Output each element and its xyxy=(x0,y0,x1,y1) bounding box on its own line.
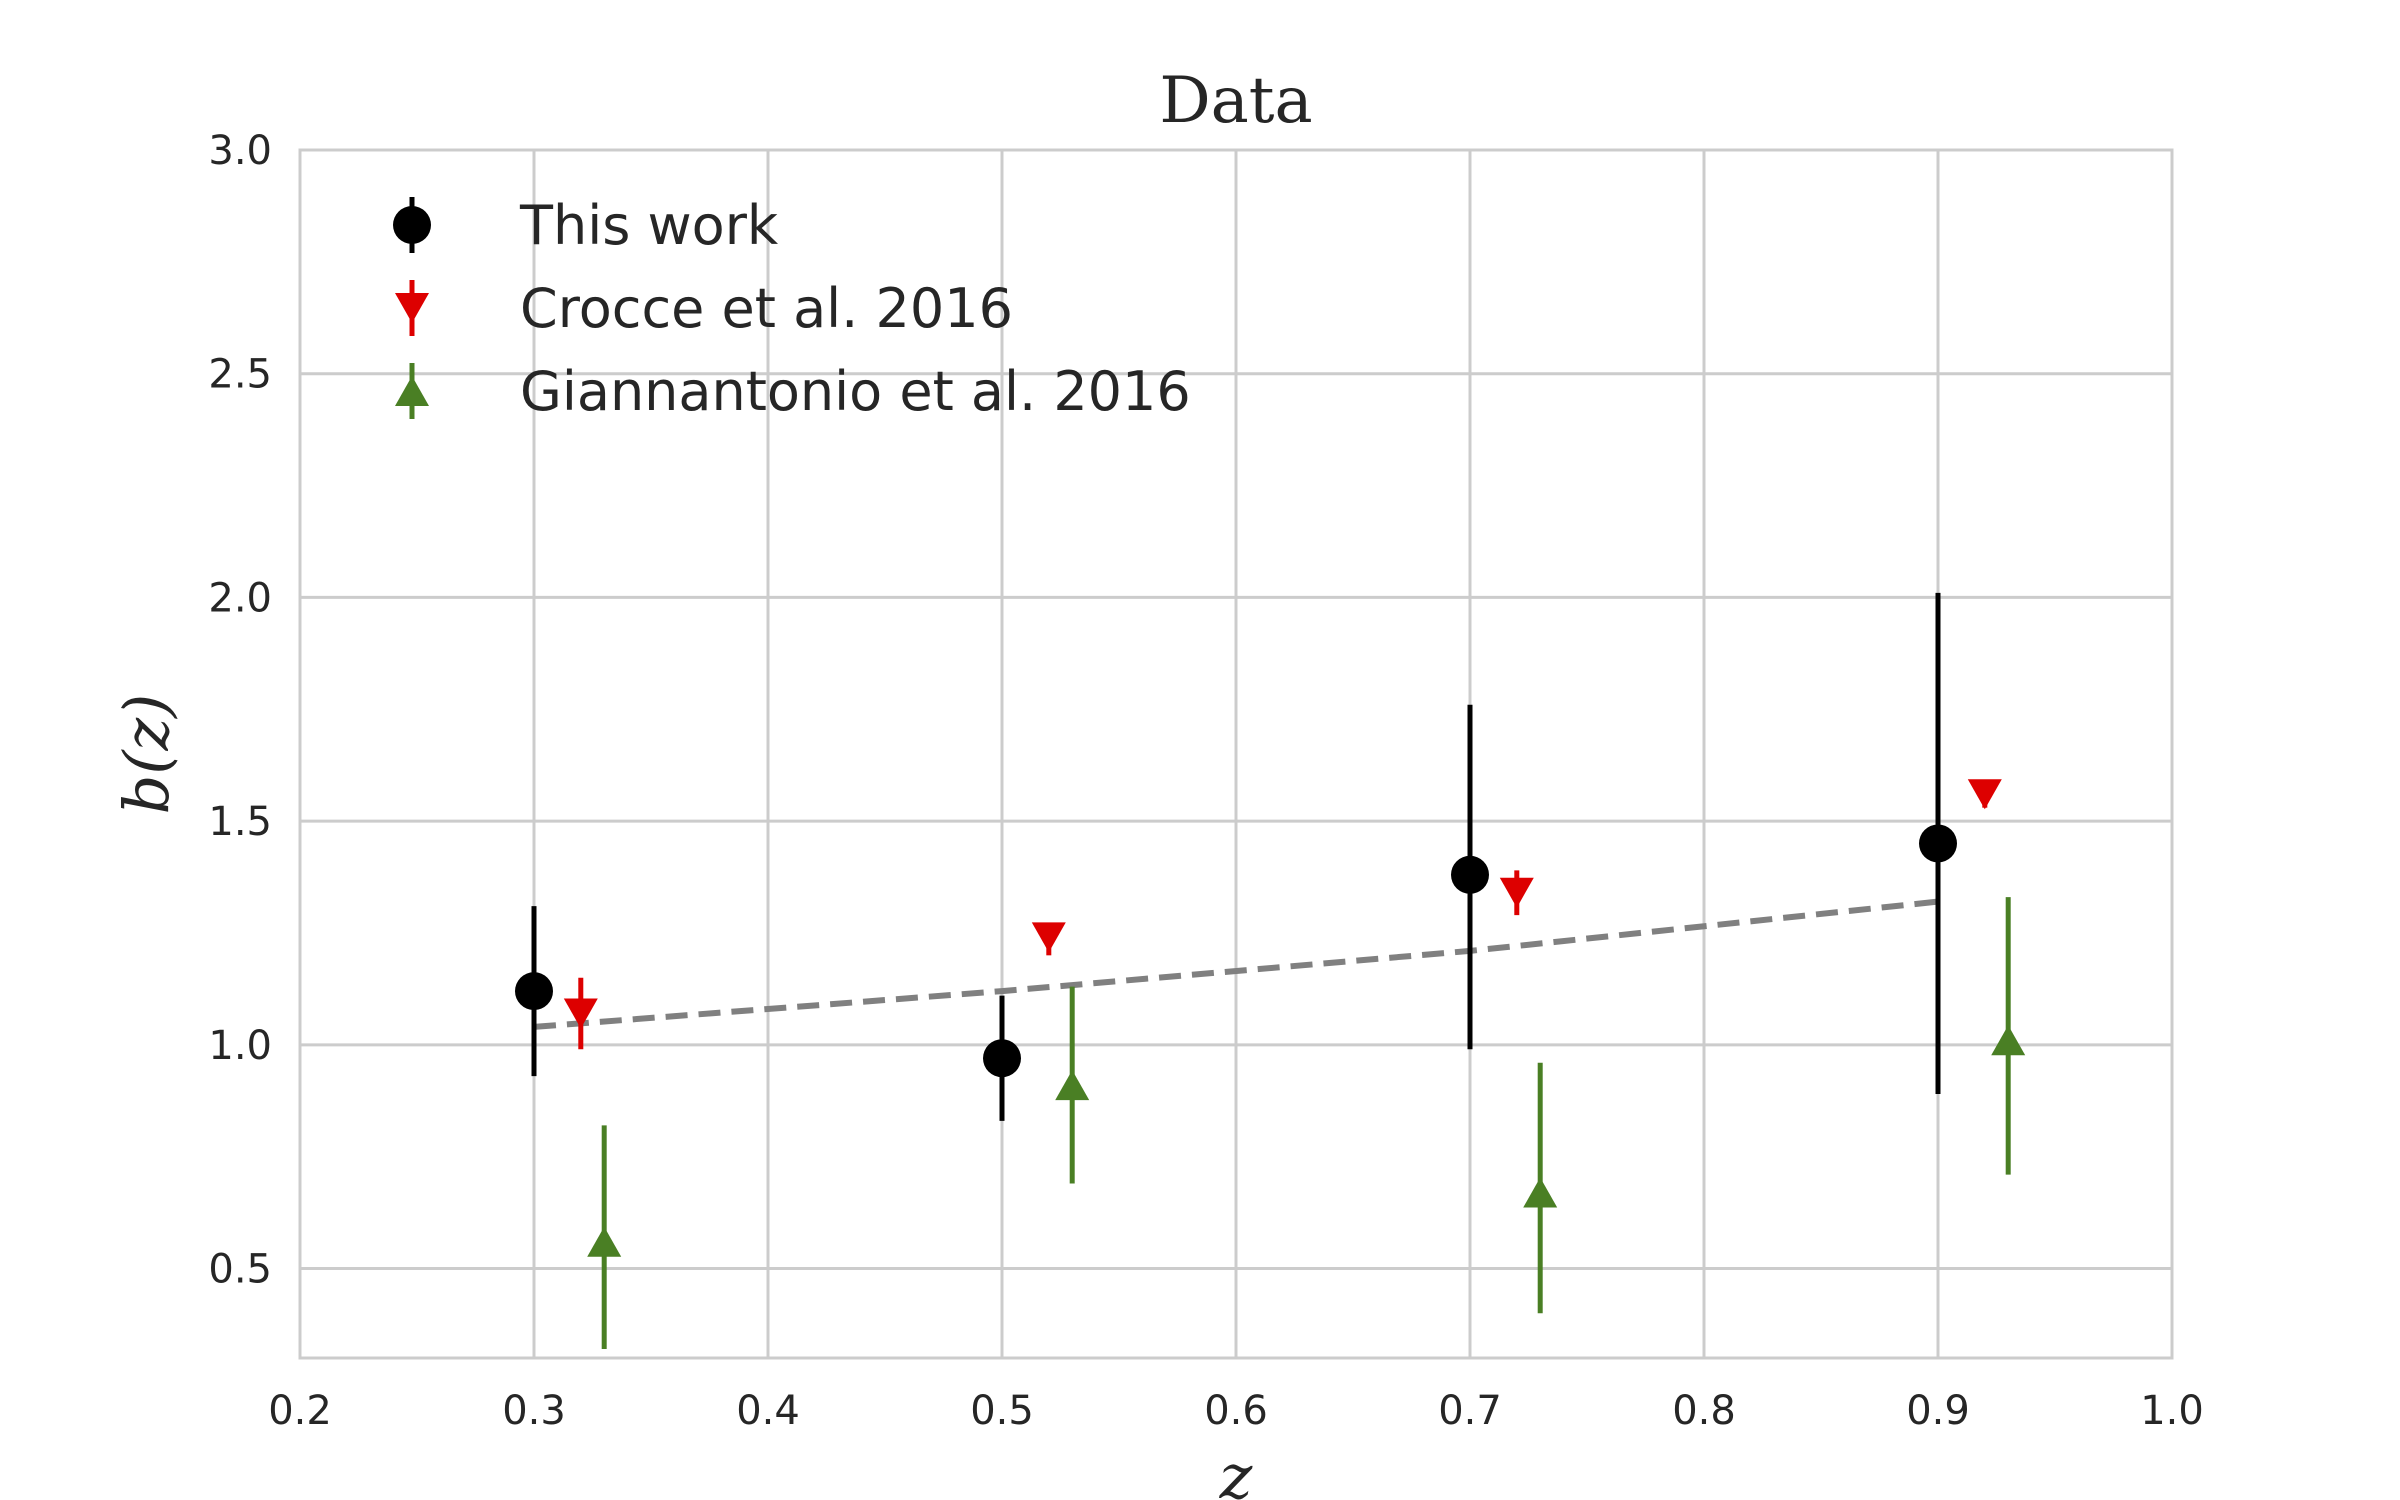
reference-line-group xyxy=(533,898,1939,1030)
legend-marker xyxy=(395,293,429,323)
chart-title: Data xyxy=(1159,64,1312,138)
data-point xyxy=(1523,1177,1558,1208)
data-point xyxy=(1991,1025,2026,1056)
x-tick-label: 0.3 xyxy=(502,1388,566,1434)
y-tick-labels: 0.5 1.0 1.5 2.0 2.5 3.0 xyxy=(208,128,272,1293)
y-tick-label: 2.5 xyxy=(208,352,272,398)
data-point xyxy=(1055,1070,1090,1101)
y-axis-label: b(z) xyxy=(110,694,183,815)
x-tick-labels: 0.2 0.3 0.4 0.5 0.6 0.7 0.8 0.9 1.0 xyxy=(268,1388,2204,1434)
y-tick-label: 2.0 xyxy=(208,575,272,621)
x-tick-label: 0.7 xyxy=(1438,1388,1502,1434)
data-point xyxy=(1031,922,1066,953)
legend-marker xyxy=(393,206,431,244)
reference-line xyxy=(533,898,1939,1030)
legend-entry-1: Crocce et al. 2016 xyxy=(395,277,1013,340)
x-tick-label: 0.6 xyxy=(1204,1388,1268,1434)
series-0 xyxy=(515,592,1957,1121)
x-tick-label: 0.8 xyxy=(1672,1388,1736,1434)
data-point xyxy=(1919,824,1957,863)
series-1 xyxy=(563,779,2002,1050)
y-tick-label: 1.5 xyxy=(208,799,272,845)
legend-entry-2: Giannantonio et al. 2016 xyxy=(395,360,1191,423)
legend-marker xyxy=(395,376,429,406)
legend-entry-0: This work xyxy=(393,194,779,257)
x-tick-label: 0.5 xyxy=(970,1388,1034,1434)
legend: This work Crocce et al. 2016 Giannantonio … xyxy=(393,194,1191,423)
data-point xyxy=(1499,877,1534,908)
x-tick-label: 0.9 xyxy=(1906,1388,1970,1434)
legend-label: This work xyxy=(519,194,779,257)
y-tick-label: 1.0 xyxy=(208,1023,272,1069)
y-tick-label: 0.5 xyxy=(208,1247,272,1293)
x-tick-label: 0.2 xyxy=(268,1388,332,1434)
series-2 xyxy=(587,897,2026,1350)
data-point xyxy=(983,1039,1021,1078)
data-point xyxy=(1967,779,2002,810)
x-tick-label: 0.4 xyxy=(736,1388,800,1434)
plot-frame xyxy=(298,148,2174,1360)
data-point xyxy=(563,998,598,1029)
x-tick-label: 1.0 xyxy=(2140,1388,2204,1434)
legend-label: Giannantonio et al. 2016 xyxy=(520,360,1191,423)
y-tick-label: 3.0 xyxy=(208,128,272,174)
series-group xyxy=(515,592,2026,1350)
data-point xyxy=(1451,855,1489,894)
data-point xyxy=(515,972,553,1011)
x-axis-label: z xyxy=(1219,1440,1253,1500)
data-point xyxy=(587,1226,622,1257)
legend-label: Crocce et al. 2016 xyxy=(520,277,1013,340)
